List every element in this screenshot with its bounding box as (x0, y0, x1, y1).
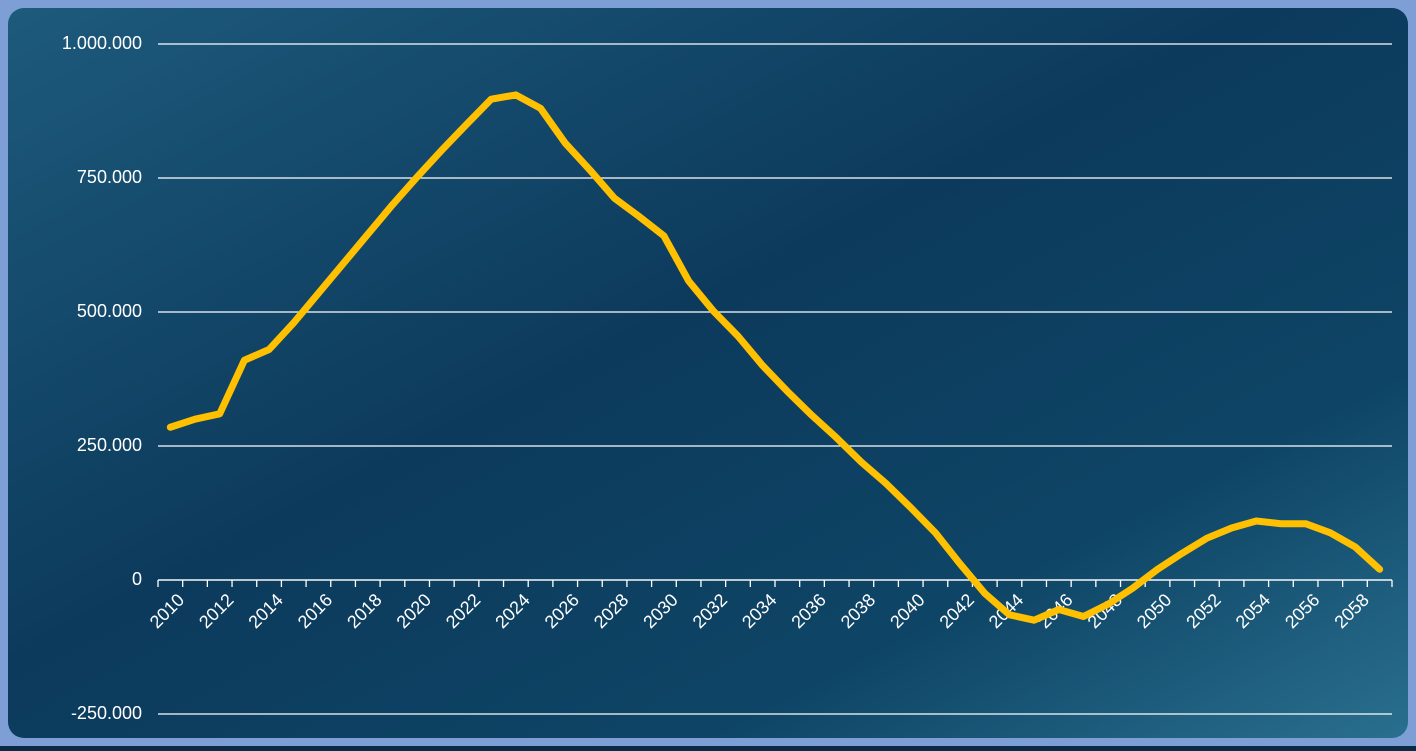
y-tick-label: 1.000.000 (62, 33, 142, 53)
y-tick-label: -250.000 (71, 703, 142, 723)
y-tick-label: 750.000 (77, 167, 142, 187)
y-tick-label: 250.000 (77, 435, 142, 455)
y-tick-label: 0 (132, 569, 142, 589)
page: {"chart_data": {"type": "line", "categor… (0, 0, 1416, 746)
chart: -250.0000250.000500.000750.0001.000.0002… (0, 0, 1416, 746)
y-tick-label: 500.000 (77, 301, 142, 321)
